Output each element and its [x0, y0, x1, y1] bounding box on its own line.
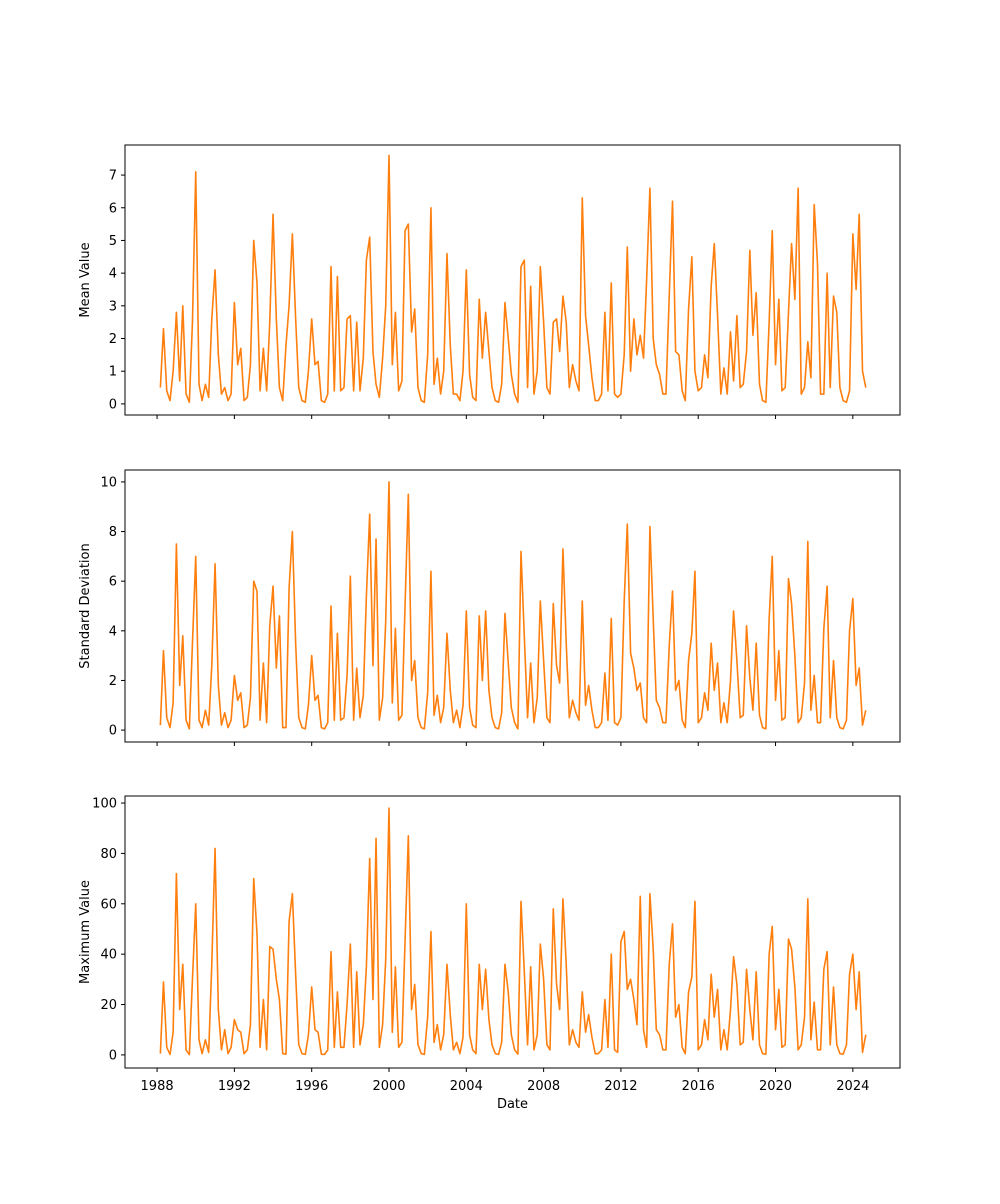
y-tick-label: 3: [109, 299, 117, 314]
y-tick-label: 2: [109, 674, 117, 689]
y-tick-label: 60: [100, 897, 117, 912]
data-line: [159, 807, 867, 1056]
x-tick-label: 2004: [450, 1079, 483, 1094]
y-tick-label: 2: [109, 332, 117, 347]
x-tick-label: 1992: [218, 1079, 251, 1094]
y-tick-label: 0: [109, 724, 117, 739]
x-tick-label: 2012: [604, 1079, 637, 1094]
y-tick-label: 20: [100, 998, 117, 1013]
axes-frame: [124, 469, 901, 743]
y-tick-label: 0: [109, 1048, 117, 1063]
x-tick-label: 2000: [372, 1079, 405, 1094]
y-tick-label: 6: [109, 201, 117, 216]
y-axis-label: Maximum Value: [78, 880, 93, 984]
y-tick-label: 4: [109, 624, 117, 639]
y-tick-label: 10: [100, 475, 117, 490]
x-axis-label: Date: [497, 1097, 528, 1112]
y-tick-label: 5: [109, 234, 117, 249]
y-tick-label: 40: [100, 948, 117, 963]
y-tick-label: 80: [100, 847, 117, 862]
data-line: [159, 154, 867, 404]
y-tick-label: 4: [109, 267, 117, 282]
x-tick-label: 1996: [295, 1079, 328, 1094]
y-tick-label: 8: [109, 525, 117, 540]
axes-frame: [124, 795, 901, 1069]
x-tick-label: 2016: [682, 1079, 715, 1094]
y-axis-label: Standard Deviation: [78, 543, 93, 668]
y-tick-label: 1: [109, 365, 117, 380]
x-tick-label: 2008: [527, 1079, 560, 1094]
data-line: [159, 481, 867, 730]
y-tick-label: 6: [109, 575, 117, 590]
y-axis-label: Mean Value: [78, 242, 93, 317]
x-tick-label: 2024: [836, 1079, 869, 1094]
x-tick-label: 1988: [141, 1079, 174, 1094]
y-tick-label: 0: [109, 397, 117, 412]
axes-frame: [124, 144, 901, 416]
x-tick-label: 2020: [759, 1079, 792, 1094]
y-tick-label: 7: [109, 169, 117, 184]
y-tick-label: 100: [92, 797, 117, 812]
